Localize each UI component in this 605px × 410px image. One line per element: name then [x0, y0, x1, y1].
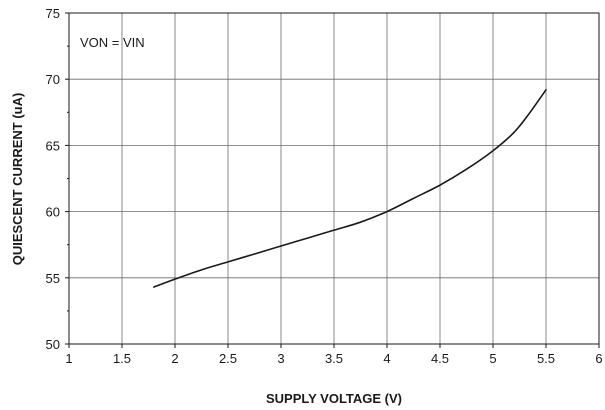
plot-frame — [68, 12, 600, 345]
x-tick-label: 3 — [277, 351, 284, 366]
x-tick-label: 6 — [595, 351, 602, 366]
x-tick-label: 1 — [65, 351, 72, 366]
series-layer — [153, 88, 547, 288]
x-tick-label: 5 — [489, 351, 496, 366]
y-tick-label: 65 — [46, 138, 60, 153]
y-tick-label: 70 — [46, 72, 60, 87]
x-tick-label: 4.5 — [431, 351, 449, 366]
y-tick-label: 55 — [46, 271, 60, 286]
annotation-von-vin: VON = VIN — [80, 35, 145, 50]
x-axis-ticks: 1 1.5 2 2.5 3 3.5 4 4.5 5 5.5 6 — [65, 344, 603, 366]
y-tick-label: 60 — [46, 205, 60, 220]
x-tick-label: 4 — [383, 351, 390, 366]
x-tick-label: 5.5 — [537, 351, 555, 366]
y-tick-label: 50 — [46, 337, 60, 352]
x-tick-label: 2.5 — [219, 351, 237, 366]
y-axis-ticks: 50 55 60 65 70 75 — [46, 6, 69, 352]
y-tick-label: 75 — [46, 6, 60, 21]
x-tick-label: 1.5 — [113, 351, 131, 366]
x-axis-title: SUPPLY VOLTAGE (V) — [266, 391, 402, 406]
series-line-0 — [153, 88, 547, 288]
x-tick-label: 3.5 — [325, 351, 343, 366]
x-tick-label: 2 — [171, 351, 178, 366]
y-axis-title: QUIESCENT CURRENT (uA) — [10, 93, 25, 266]
grid-layer — [69, 13, 599, 344]
